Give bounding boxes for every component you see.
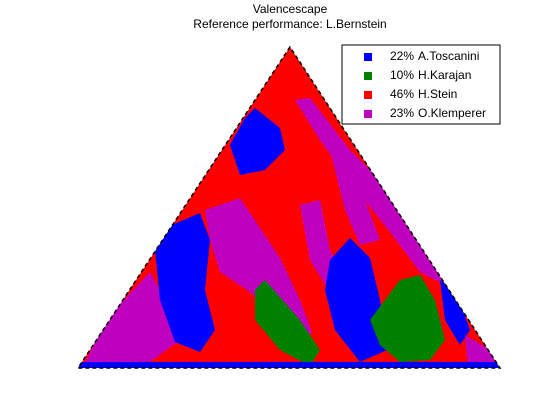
legend-swatch bbox=[364, 53, 372, 61]
legend-share: 22% bbox=[390, 49, 414, 63]
legend-label: H.Stein bbox=[418, 87, 457, 101]
region bbox=[85, 272, 180, 362]
triangle-edge bbox=[76, 45, 502, 369]
region bbox=[330, 150, 380, 245]
region bbox=[78, 362, 500, 368]
region bbox=[370, 275, 445, 362]
chart-subtitle: Reference performance: L.Bernstein bbox=[193, 17, 386, 31]
region bbox=[325, 238, 387, 362]
region bbox=[155, 213, 215, 352]
legend-label: H.Karajan bbox=[418, 68, 471, 82]
region bbox=[440, 280, 470, 345]
chart-title: Valencescape bbox=[253, 2, 328, 16]
region bbox=[255, 280, 320, 366]
region bbox=[230, 108, 285, 175]
legend-share: 10% bbox=[390, 68, 414, 82]
legend-label: O.Klemperer bbox=[418, 106, 486, 120]
legend-share: 23% bbox=[390, 106, 414, 120]
legend-swatch bbox=[364, 91, 372, 99]
legend-share: 46% bbox=[390, 87, 414, 101]
legend-swatch bbox=[364, 110, 372, 118]
region bbox=[465, 335, 498, 368]
legend-swatch bbox=[364, 72, 372, 80]
legend: 22% A.Toscanini 10% H.Karajan 46% H.Stein 23% O… bbox=[364, 49, 486, 120]
region bbox=[295, 98, 445, 285]
legend-label: A.Toscanini bbox=[418, 49, 479, 63]
